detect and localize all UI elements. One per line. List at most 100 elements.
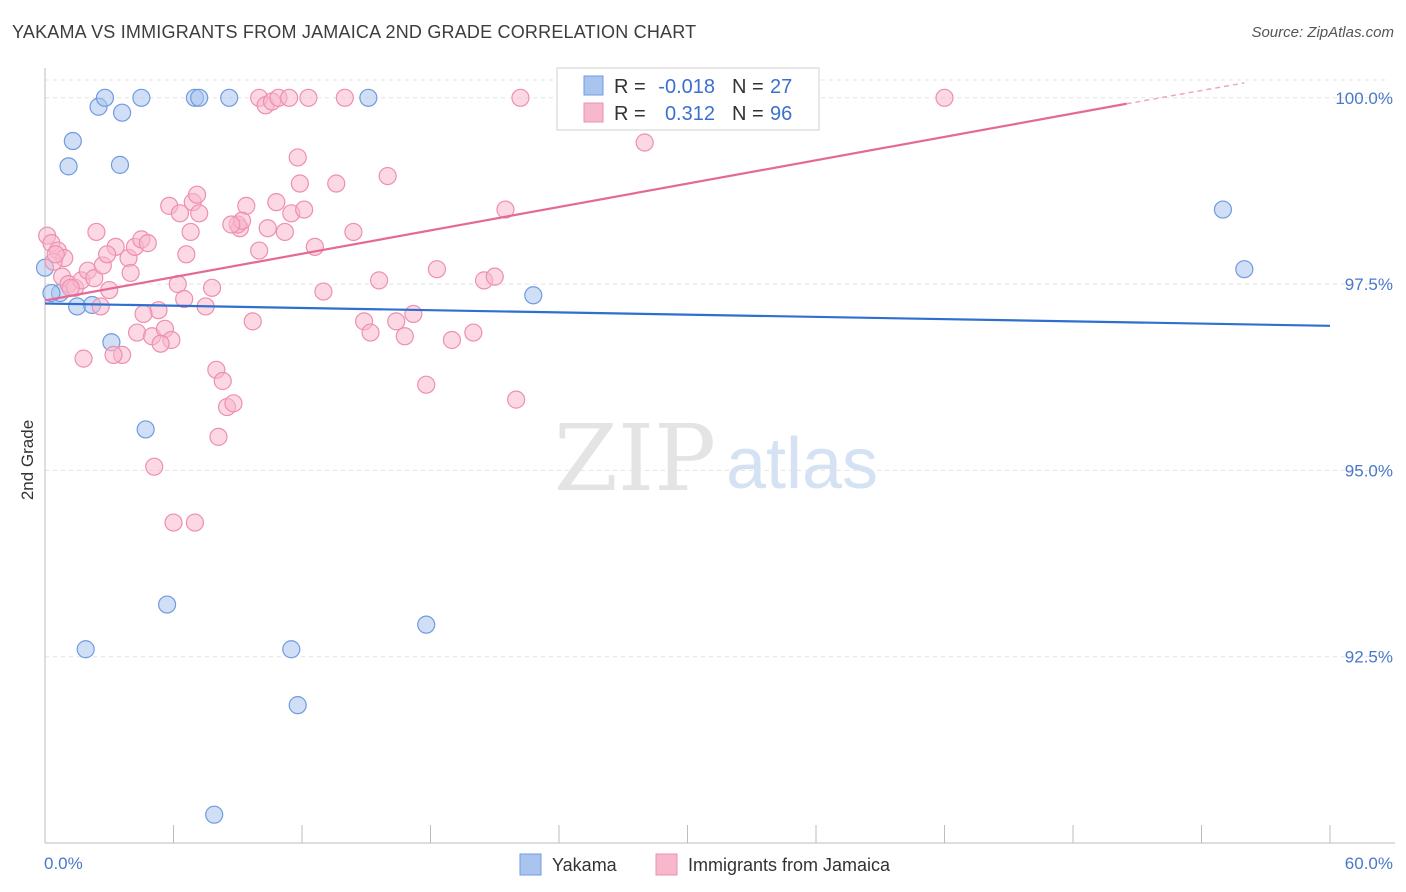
watermark-zip: ZIP <box>554 405 716 512</box>
legend-swatch-jamaica <box>655 853 678 876</box>
point-jamaica-24 <box>149 301 168 320</box>
y-tick-label-1: 97.5% <box>1345 275 1393 294</box>
stats-n-value-yakama: 27 <box>770 76 792 98</box>
point-jamaica-46 <box>243 312 262 331</box>
point-jamaica-79 <box>507 390 526 409</box>
legend-label-jamaica: Immigrants from Jamaica <box>688 855 891 875</box>
point-yakama-22 <box>524 286 543 305</box>
point-yakama-13 <box>68 297 87 316</box>
point-jamaica-89 <box>181 222 200 242</box>
point-jamaica-42 <box>224 394 243 413</box>
series-yakama-points <box>35 88 1254 824</box>
point-jamaica-29 <box>175 289 194 309</box>
point-jamaica-53 <box>290 174 309 193</box>
point-yakama-20 <box>288 696 307 715</box>
trend-lines <box>44 82 1331 327</box>
point-yakama-11 <box>220 88 239 107</box>
point-jamaica-64 <box>344 222 363 242</box>
point-jamaica-34 <box>190 204 209 223</box>
point-yakama-8 <box>132 88 151 107</box>
trend-line-yakama <box>44 302 1331 327</box>
point-jamaica-48 <box>258 219 277 238</box>
x-tick-label-1: 60.0% <box>1345 854 1393 873</box>
point-jamaica-37 <box>202 278 222 297</box>
point-yakama-6 <box>110 155 130 174</box>
point-jamaica-93 <box>46 245 65 264</box>
point-jamaica-72 <box>417 375 436 394</box>
point-jamaica-94 <box>222 215 241 234</box>
point-jamaica-69 <box>387 312 406 331</box>
point-jamaica-84 <box>185 513 205 532</box>
point-yakama-10 <box>190 88 209 107</box>
point-yakama-19 <box>282 640 301 659</box>
source-label: Source: ZipAtlas.com <box>1251 24 1394 41</box>
point-jamaica-12 <box>87 222 106 242</box>
point-yakama-7 <box>112 103 132 122</box>
point-jamaica-19 <box>121 263 140 283</box>
point-jamaica-73 <box>427 260 447 279</box>
stats-r-label-yakama: R = <box>614 76 646 98</box>
point-jamaica-75 <box>464 323 483 342</box>
point-jamaica-55 <box>314 282 333 301</box>
stats-r-value-jamaica: 0.312 <box>665 103 715 125</box>
series-jamaica-points <box>38 88 954 532</box>
point-jamaica-39 <box>213 371 232 391</box>
x-tick-label-0: 0.0% <box>44 854 83 873</box>
point-jamaica-50 <box>275 222 294 242</box>
point-jamaica-80 <box>511 88 530 107</box>
point-yakama-3 <box>59 157 78 176</box>
point-jamaica-91 <box>98 245 117 264</box>
point-jamaica-81 <box>635 133 654 152</box>
x-tick-labels: 0.0% 60.0% <box>44 854 1393 873</box>
stats-r-label-jamaica: R = <box>614 103 646 125</box>
watermark: ZIP atlas <box>554 405 878 512</box>
point-jamaica-35 <box>187 185 207 204</box>
point-yakama-2 <box>63 131 82 151</box>
point-jamaica-52 <box>295 200 314 219</box>
point-jamaica-95 <box>327 174 346 193</box>
point-yakama-23 <box>1213 200 1233 219</box>
point-jamaica-85 <box>74 349 93 368</box>
point-yakama-18 <box>76 640 95 659</box>
point-jamaica-49 <box>267 193 286 212</box>
point-yakama-5 <box>95 88 115 107</box>
point-jamaica-60 <box>280 88 299 107</box>
point-jamaica-10 <box>85 269 104 288</box>
point-yakama-12 <box>359 88 378 107</box>
point-yakama-17 <box>157 595 177 614</box>
y-tick-label-0: 100.0% <box>1335 89 1393 108</box>
point-jamaica-31 <box>170 204 190 223</box>
stats-r-value-yakama: -0.018 <box>658 76 715 98</box>
point-jamaica-44 <box>237 196 256 215</box>
trend-line-jamaica <box>44 102 1127 302</box>
point-yakama-24 <box>1235 260 1254 279</box>
y-tick-label-3: 92.5% <box>1345 648 1393 667</box>
y-tick-label-2: 95.0% <box>1345 461 1393 480</box>
y-axis-title: 2nd Grade <box>18 420 37 500</box>
point-jamaica-87 <box>134 304 153 324</box>
point-yakama-21 <box>417 615 436 634</box>
stats-box: R = -0.018 N = 27 R = 0.312 N = 96 <box>556 67 820 131</box>
point-jamaica-21 <box>138 234 157 253</box>
point-jamaica-78 <box>496 200 515 219</box>
axes <box>44 68 1395 844</box>
stats-n-label-jamaica: N = <box>732 103 764 125</box>
point-jamaica-63 <box>335 88 354 107</box>
point-jamaica-25 <box>145 457 164 476</box>
stats-swatch-jamaica <box>583 102 604 123</box>
stats-n-value-jamaica: 96 <box>770 103 792 125</box>
point-yakama-25 <box>42 283 61 303</box>
point-jamaica-86 <box>104 345 123 364</box>
chart-title: YAKAMA VS IMMIGRANTS FROM JAMAICA 2ND GR… <box>12 22 697 42</box>
point-jamaica-32 <box>177 245 196 264</box>
point-jamaica-66 <box>361 323 380 342</box>
point-jamaica-70 <box>395 327 414 346</box>
legend-swatch-yakama <box>519 853 542 876</box>
point-jamaica-62 <box>299 88 318 107</box>
stats-n-label-yakama: N = <box>732 76 764 98</box>
grid-lines <box>45 79 1385 658</box>
stats-swatch-yakama <box>583 75 604 96</box>
point-jamaica-83 <box>164 513 183 532</box>
point-jamaica-77 <box>485 267 504 286</box>
point-jamaica-47 <box>250 241 269 260</box>
